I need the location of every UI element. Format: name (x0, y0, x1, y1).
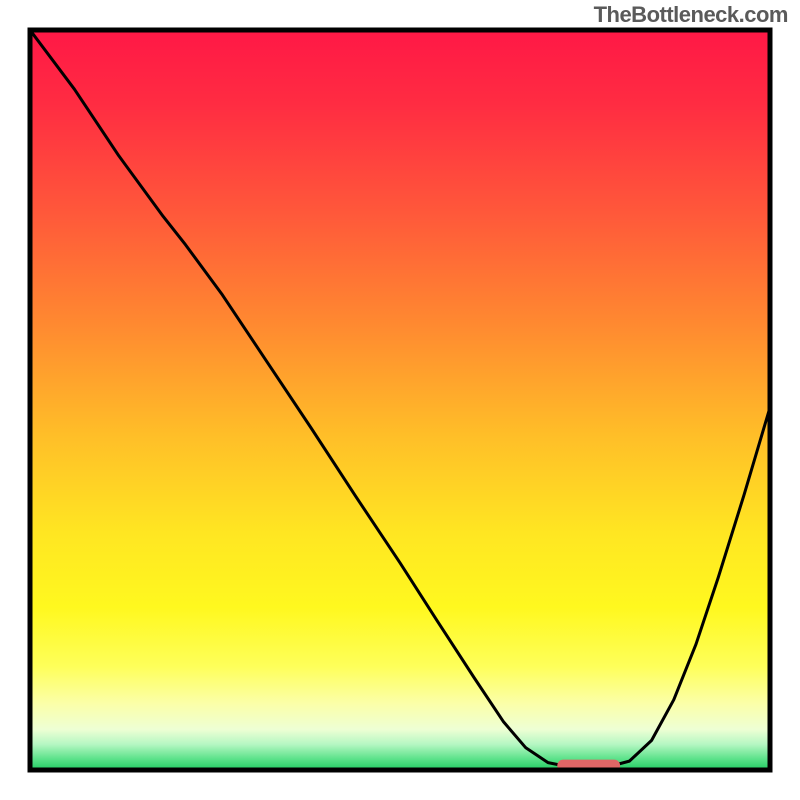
gradient-background (30, 30, 770, 770)
bottleneck-chart (0, 0, 800, 800)
watermark-text: TheBottleneck.com (594, 2, 788, 28)
chart-container: TheBottleneck.com (0, 0, 800, 800)
